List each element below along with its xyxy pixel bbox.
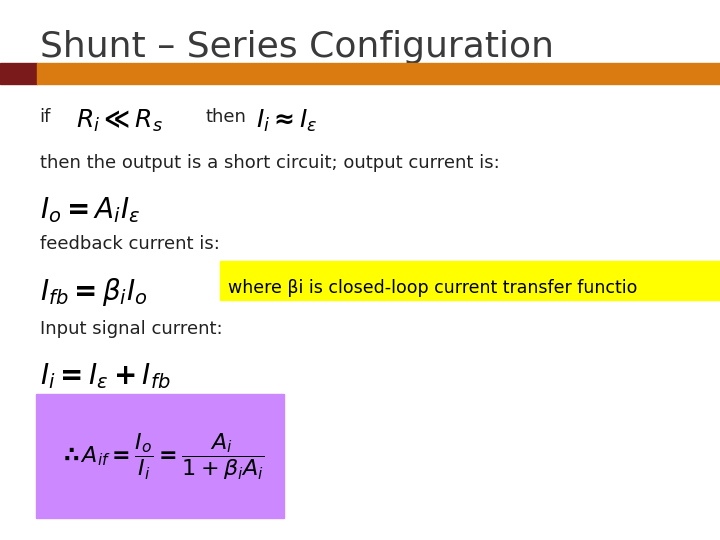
Text: $\boldsymbol{I_i = I_{\varepsilon} + I_{fb}}$: $\boldsymbol{I_i = I_{\varepsilon} + I_{…	[40, 361, 170, 390]
Text: feedback current is:: feedback current is:	[40, 235, 220, 253]
Text: Input signal current:: Input signal current:	[40, 320, 222, 338]
FancyBboxPatch shape	[36, 394, 284, 518]
Bar	[37, 63, 720, 84]
Text: $\boldsymbol{I_{fb} = \beta_i I_o}$: $\boldsymbol{I_{fb} = \beta_i I_o}$	[40, 276, 147, 308]
Bar	[0, 63, 37, 84]
Text: then: then	[205, 108, 246, 126]
Text: if: if	[40, 108, 51, 126]
Text: $\boldsymbol{I_i \approx I_{\varepsilon}}$: $\boldsymbol{I_i \approx I_{\varepsilon}…	[256, 108, 318, 134]
Text: $\boldsymbol{R_i \ll R_s}$: $\boldsymbol{R_i \ll R_s}$	[76, 108, 163, 134]
FancyBboxPatch shape	[220, 261, 720, 300]
Text: where βi is closed-loop current transfer functio: where βi is closed-loop current transfer…	[228, 279, 638, 296]
Text: $\boldsymbol{\therefore A_{if} = \dfrac{I_o}{I_i} = \dfrac{A_i}{1 + \beta_i A_i}: $\boldsymbol{\therefore A_{if} = \dfrac{…	[59, 431, 264, 482]
Text: then the output is a short circuit; output current is:: then the output is a short circuit; outp…	[40, 154, 500, 172]
Text: $\boldsymbol{I_o = A_i I_{\varepsilon}}$: $\boldsymbol{I_o = A_i I_{\varepsilon}}$	[40, 195, 140, 225]
Text: Shunt – Series Configuration: Shunt – Series Configuration	[40, 30, 554, 64]
